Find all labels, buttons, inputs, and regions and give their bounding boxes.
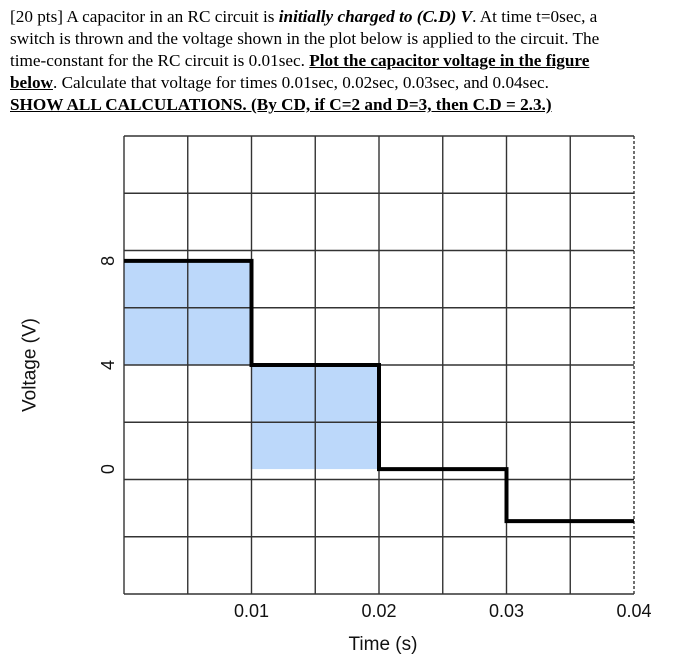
y-axis-label: Voltage (V) [20,318,41,412]
problem-line-2: switch is thrown and the voltage shown i… [10,29,600,48]
problem-text: . Calculate that voltage for times 0.01s… [52,73,549,92]
problem-line-5: SHOW ALL CALCULATIONS. (By CD, if C=2 an… [10,95,552,114]
problem-line-1: [20 pts] A capacitor in an RC circuit is… [10,6,690,28]
problem-text: [20 pts] A capacitor in an RC circuit is [10,7,279,26]
problem-text: . At time t=0sec, a [472,7,598,26]
tick-labels: 0.01 0.02 0.03 0.04 0 4 8 [98,256,652,621]
instruction-text: below [10,73,53,92]
problem-text: time-constant for the RC circuit is 0.01… [10,51,310,70]
emphasis-text: initially charged to (C.D) V [278,7,473,26]
problem-statement: [20 pts] A capacitor in an RC circuit is… [10,6,690,116]
problem-line-3: time-constant for the RC circuit is 0.01… [10,50,690,72]
problem-line-4: below. Calculate that voltage for times … [10,72,690,94]
instruction-text: Plot the capacitor voltage in the figure [309,51,590,70]
x-tick-label: 0.03 [489,601,524,621]
series-line [124,258,634,524]
chart-series [124,258,634,524]
y-tick-label: 0 [98,464,118,474]
x-tick-label: 0.04 [616,601,651,621]
y-tick-label: 4 [98,360,118,370]
y-tick-label: 8 [98,256,118,266]
x-tick-label: 0.02 [361,601,396,621]
x-tick-label: 0.01 [234,601,269,621]
x-axis-label: Time (s) [349,634,418,655]
